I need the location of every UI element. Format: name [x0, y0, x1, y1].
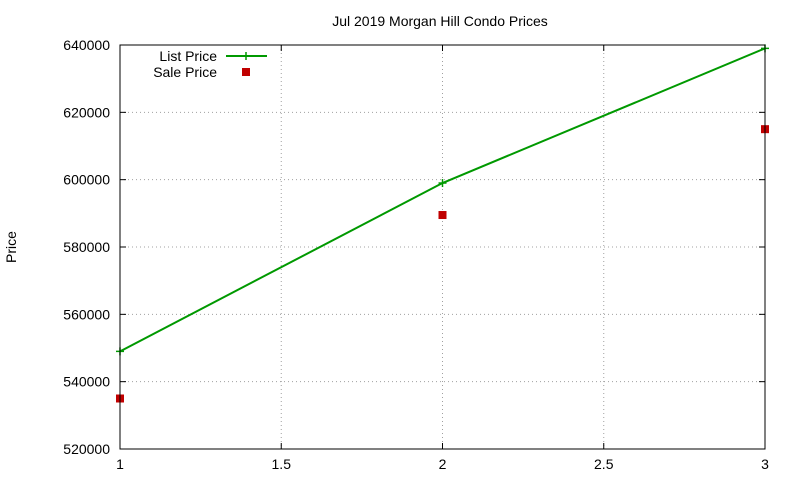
x-tick-label: 1	[116, 456, 124, 472]
chart-title: Jul 2019 Morgan Hill Condo Prices	[332, 13, 548, 29]
legend-square-swatch	[242, 68, 250, 76]
data-point-square	[438, 211, 447, 220]
y-tick-label: 640000	[63, 37, 110, 53]
x-tick-label: 2	[439, 456, 447, 472]
grid	[120, 45, 765, 449]
y-axis-title: Price	[3, 231, 19, 263]
y-tick-label: 600000	[63, 172, 110, 188]
legend-plus-swatch	[242, 52, 250, 60]
legend-label: Sale Price	[153, 64, 217, 80]
series-layer	[116, 44, 769, 403]
x-tick-label: 1.5	[272, 456, 292, 472]
y-tick-label: 560000	[63, 306, 110, 322]
legend-label: List Price	[159, 48, 217, 64]
data-point-plus	[438, 179, 447, 188]
y-tick-label: 580000	[63, 239, 110, 255]
y-tick-label: 620000	[63, 104, 110, 120]
ticks: 1 1.5 2 2.5 3 520000 540000 560000 580000 600000 6…	[63, 37, 769, 472]
y-tick-label: 540000	[63, 374, 110, 390]
x-tick-label: 2.5	[594, 456, 614, 472]
x-tick-label: 3	[761, 456, 769, 472]
y-tick-label: 520000	[63, 441, 110, 457]
